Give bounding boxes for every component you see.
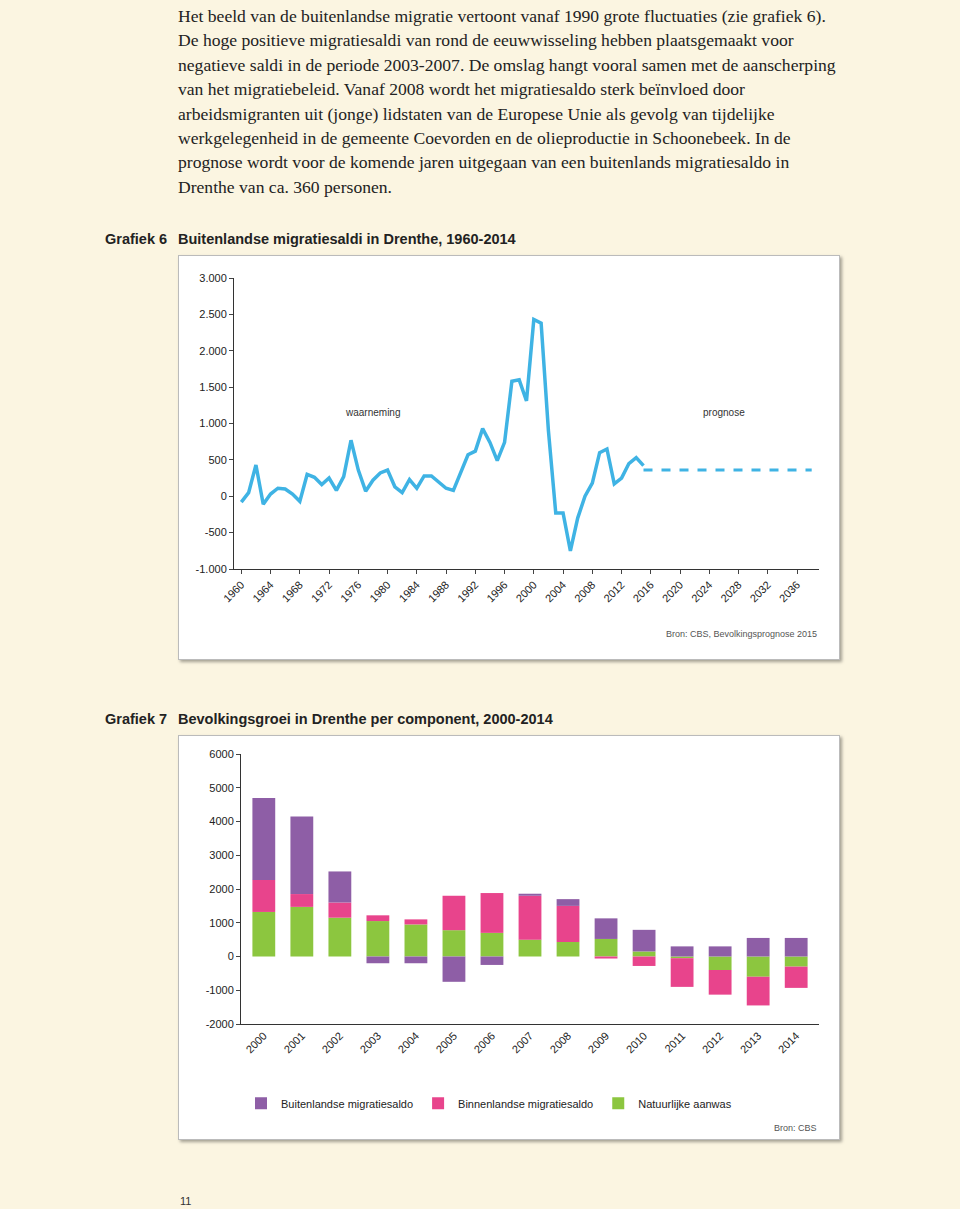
svg-text:4000: 4000 bbox=[209, 815, 233, 827]
svg-text:1984: 1984 bbox=[396, 579, 422, 605]
svg-text:2000: 2000 bbox=[209, 883, 233, 895]
svg-text:1.500: 1.500 bbox=[199, 381, 227, 393]
svg-text:2005: 2005 bbox=[433, 1030, 459, 1056]
svg-text:2010: 2010 bbox=[624, 1030, 650, 1056]
svg-text:2014: 2014 bbox=[776, 1030, 802, 1056]
html-text:Buitenlandse migratiesaldi in: Buitenlandse migratiesaldi in Drenthe, 1… bbox=[178, 231, 516, 247]
svg-text:2006: 2006 bbox=[471, 1030, 497, 1056]
svg-text:2.000: 2.000 bbox=[199, 345, 227, 357]
svg-text:2011: 2011 bbox=[662, 1030, 687, 1055]
svg-text:-1000: -1000 bbox=[206, 984, 234, 996]
svg-text:5000: 5000 bbox=[209, 782, 233, 794]
svg-text:2036: 2036 bbox=[777, 579, 803, 605]
svg-text:1.000: 1.000 bbox=[199, 417, 227, 429]
svg-text:2016: 2016 bbox=[630, 579, 656, 605]
svg-text:1968: 1968 bbox=[279, 579, 305, 605]
svg-text:1980: 1980 bbox=[367, 579, 393, 605]
svg-text:6000: 6000 bbox=[209, 748, 233, 760]
svg-text:1976: 1976 bbox=[338, 579, 364, 605]
svg-text:Buitenlandse migratiesaldo: Buitenlandse migratiesaldo bbox=[281, 1098, 413, 1110]
svg-text:2000: 2000 bbox=[513, 579, 539, 605]
html-text:Grafiek 7: Grafiek 7 bbox=[105, 711, 168, 727]
svg-text:0: 0 bbox=[221, 490, 227, 502]
svg-text:2012: 2012 bbox=[601, 579, 627, 605]
svg-text:3.000: 3.000 bbox=[199, 272, 227, 284]
svg-text:2008: 2008 bbox=[572, 579, 598, 605]
svg-text:1988: 1988 bbox=[426, 579, 452, 605]
svg-text:2.500: 2.500 bbox=[199, 308, 227, 320]
svg-text:2004: 2004 bbox=[395, 1030, 421, 1056]
svg-text:1972: 1972 bbox=[309, 579, 335, 605]
svg-text:2020: 2020 bbox=[660, 579, 686, 605]
svg-text:Binnenlandse migratiesaldo: Binnenlandse migratiesaldo bbox=[458, 1098, 593, 1110]
svg-text:0: 0 bbox=[228, 950, 234, 962]
svg-text:1992: 1992 bbox=[455, 579, 481, 605]
svg-text:Bron: CBS: Bron: CBS bbox=[774, 1123, 817, 1133]
svg-text:2001: 2001 bbox=[281, 1030, 307, 1056]
svg-text:3000: 3000 bbox=[209, 849, 233, 861]
svg-text:2007: 2007 bbox=[510, 1030, 536, 1056]
svg-text:prognose: prognose bbox=[703, 407, 745, 418]
svg-text:Natuurlijke aanwas: Natuurlijke aanwas bbox=[638, 1098, 731, 1110]
svg-text:-1.000: -1.000 bbox=[196, 563, 227, 575]
html-text:Het beeld van de buitenlandse: Het beeld van de buitenlandse migratie v… bbox=[178, 6, 836, 197]
svg-text:2032: 2032 bbox=[747, 579, 773, 605]
html-text:Bevolkingsgroei in Drenthe per: Bevolkingsgroei in Drenthe per component… bbox=[178, 711, 553, 727]
svg-text:waarneming: waarneming bbox=[345, 407, 400, 418]
svg-text:500: 500 bbox=[208, 454, 226, 466]
svg-text:-2000: -2000 bbox=[206, 1018, 234, 1030]
html-text:Grafiek 6: Grafiek 6 bbox=[105, 231, 168, 247]
svg-text:1960: 1960 bbox=[221, 579, 247, 605]
svg-text:2024: 2024 bbox=[689, 579, 715, 605]
svg-text:2028: 2028 bbox=[718, 579, 744, 605]
svg-text:2002: 2002 bbox=[319, 1030, 345, 1056]
svg-text:2009: 2009 bbox=[586, 1030, 612, 1056]
svg-text:2008: 2008 bbox=[548, 1030, 574, 1056]
svg-text:1996: 1996 bbox=[484, 579, 510, 605]
svg-text:2003: 2003 bbox=[357, 1030, 383, 1056]
svg-text:1964: 1964 bbox=[250, 579, 276, 605]
svg-text:2013: 2013 bbox=[738, 1030, 764, 1056]
svg-text:2000: 2000 bbox=[243, 1030, 269, 1056]
svg-text:2004: 2004 bbox=[543, 579, 569, 605]
svg-text:Bron: CBS, Bevolkingsprognose: Bron: CBS, Bevolkingsprognose 2015 bbox=[666, 629, 817, 639]
svg-text:1000: 1000 bbox=[209, 917, 233, 929]
svg-text:-500: -500 bbox=[205, 526, 227, 538]
html-text:11: 11 bbox=[180, 1195, 192, 1207]
svg-text:2012: 2012 bbox=[700, 1030, 726, 1056]
